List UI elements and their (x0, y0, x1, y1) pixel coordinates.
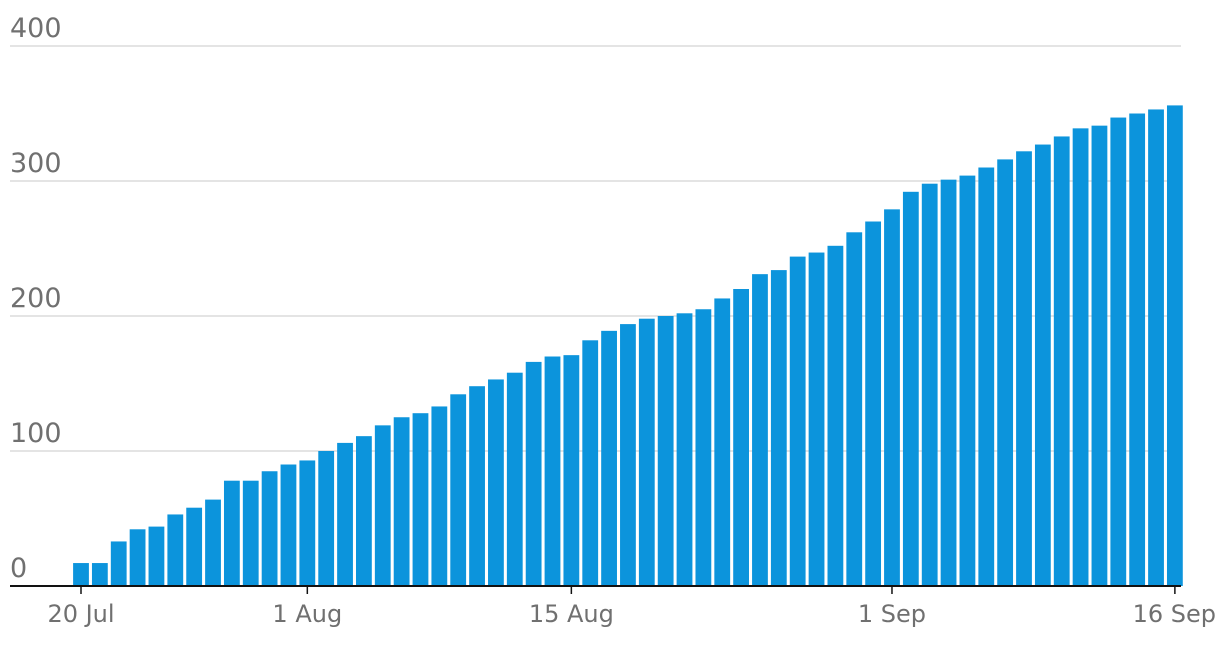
x-tick-label: 20 Jul (47, 600, 114, 628)
bar (148, 526, 165, 586)
x-tick-label: 1 Aug (272, 600, 342, 628)
bar (959, 175, 976, 586)
bar (1053, 136, 1070, 586)
bar (620, 324, 636, 586)
bar (1148, 109, 1164, 586)
x-tick-label: 16 Sep (1133, 600, 1216, 628)
bar (91, 563, 108, 586)
bar (506, 372, 523, 586)
bar (1091, 125, 1108, 587)
bar (223, 480, 240, 586)
y-tick-label: 0 (10, 553, 27, 584)
bar (450, 394, 467, 586)
bar (1110, 117, 1127, 587)
y-tick-label: 200 (10, 283, 62, 314)
bar (1016, 151, 1032, 587)
bar (261, 471, 278, 586)
bar (167, 514, 184, 586)
bar (733, 289, 749, 586)
bar (469, 386, 485, 586)
bar (431, 406, 448, 586)
bar (1034, 144, 1051, 587)
bar (638, 318, 655, 586)
bar (280, 464, 297, 586)
bar (186, 507, 203, 586)
bar (129, 529, 146, 586)
bar (808, 252, 825, 587)
y-tick-label: 100 (10, 418, 62, 449)
bar (544, 356, 561, 586)
bar (582, 340, 599, 586)
x-tick-label: 15 Aug (529, 600, 614, 628)
bar (393, 417, 410, 586)
bar (752, 274, 768, 586)
bar (902, 191, 919, 587)
bar (978, 167, 995, 586)
x-tick-label: 1 Sep (858, 600, 926, 628)
bar (1129, 113, 1146, 586)
bar (412, 413, 429, 586)
bar (299, 460, 316, 586)
bar (940, 179, 957, 586)
bar (563, 355, 580, 586)
y-tick-label: 400 (10, 13, 62, 44)
bar (921, 183, 938, 586)
bar (884, 209, 900, 586)
bar (770, 270, 787, 586)
bar (242, 480, 259, 586)
bar (676, 313, 693, 586)
bar (789, 256, 806, 586)
bar (337, 442, 353, 586)
bar (374, 425, 391, 586)
bar (1166, 105, 1183, 587)
bar (827, 245, 844, 587)
bar (356, 436, 372, 586)
bar (110, 541, 127, 586)
bar (1072, 128, 1089, 586)
bar (695, 309, 712, 586)
bar (657, 316, 674, 586)
bar (865, 221, 882, 586)
bar (846, 232, 863, 587)
bar (525, 361, 542, 586)
bar (318, 451, 335, 586)
y-tick-label: 300 (10, 148, 62, 179)
bar (714, 298, 731, 586)
bar (601, 330, 617, 586)
bar (205, 499, 221, 586)
bar (73, 563, 89, 586)
bar (997, 159, 1014, 586)
bar (488, 379, 504, 586)
